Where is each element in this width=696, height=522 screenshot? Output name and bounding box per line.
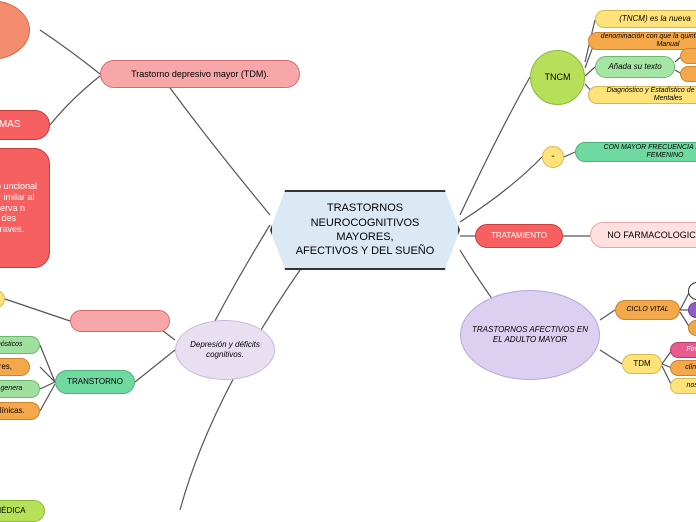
central-line3: AFECTIVOS Y DEL SUEÑO	[296, 244, 435, 258]
central-line2: NEUROCOGNITIVOS MAYORES,	[290, 216, 440, 245]
node-transt[interactable]: TRANSTORNO	[55, 370, 135, 394]
node-adultez[interactable]: "ADULTEZ MAYO	[688, 282, 696, 300]
node-tncm3b[interactable]: bañarse, caminar, control	[680, 66, 696, 82]
node-tncm3a[interactable]: ajos, alimentarse, vestirse	[680, 48, 696, 64]
node-tncm1[interactable]: (TNCM) es la nueva	[595, 10, 696, 28]
node-genera[interactable]: ios, genera	[0, 380, 40, 398]
node-singul[interactable]: mayor singularidad	[688, 320, 696, 336]
node-ciclo[interactable]: CICLO VITAL	[615, 300, 680, 320]
node-nofarm[interactable]: NO FARMACOLOGICO	[590, 222, 696, 248]
node-clin2[interactable]: es clínicas.	[0, 402, 40, 420]
node-senes[interactable]: o senescencia, posee p	[688, 302, 696, 318]
node-tncm3[interactable]: Añada su texto	[595, 56, 675, 78]
node-big1[interactable]	[0, 0, 30, 60]
node-paragraph[interactable]: l eterioro uncional uede ser imilar al u…	[0, 148, 50, 268]
node-tdm[interactable]: Trastorno depresivo mayor (TDM).	[100, 60, 300, 88]
node-ulares[interactable]: ulares,	[0, 358, 30, 376]
node-psico[interactable]: Finalmente, la psicopatología o	[670, 342, 696, 358]
node-diag[interactable]: iagnósticos	[0, 336, 40, 354]
node-femenino[interactable]: CON MAYOR FRECUENCIA EN SEXO FEMENINO	[575, 142, 696, 162]
node-dash[interactable]: -	[542, 146, 564, 168]
node-tncm4[interactable]: Diagnóstico y Estadístico de Trastornos …	[588, 86, 696, 104]
node-medica[interactable]: MÉDICA	[0, 500, 45, 522]
node-tncm2[interactable]: denominación con que la quinta versión d…	[588, 32, 696, 50]
node-box1[interactable]	[0, 290, 5, 308]
central-line1: TRASTORNOS	[327, 201, 403, 215]
node-tdm2[interactable]: TDM	[622, 354, 662, 374]
node-trat[interactable]: TRATAMIENTO	[475, 224, 563, 248]
node-link[interactable]	[70, 310, 170, 332]
node-afectivos[interactable]: TRASTORNOS AFECTIVOS EN EL ADULTO MAYOR	[460, 290, 600, 380]
node-depre[interactable]: Depresión y déficits cognitivos.	[175, 320, 275, 380]
node-clinica[interactable]: clínica psicogeriátrica, aún cuan	[670, 360, 696, 376]
node-nosol[interactable]: nosológicas similares a aquella	[670, 378, 696, 394]
node-smas[interactable]: S MAS	[0, 110, 50, 140]
central-topic[interactable]: TRASTORNOS NEUROCOGNITIVOS MAYORES, AFEC…	[270, 190, 460, 270]
node-tncm[interactable]: TNCM	[530, 50, 585, 105]
